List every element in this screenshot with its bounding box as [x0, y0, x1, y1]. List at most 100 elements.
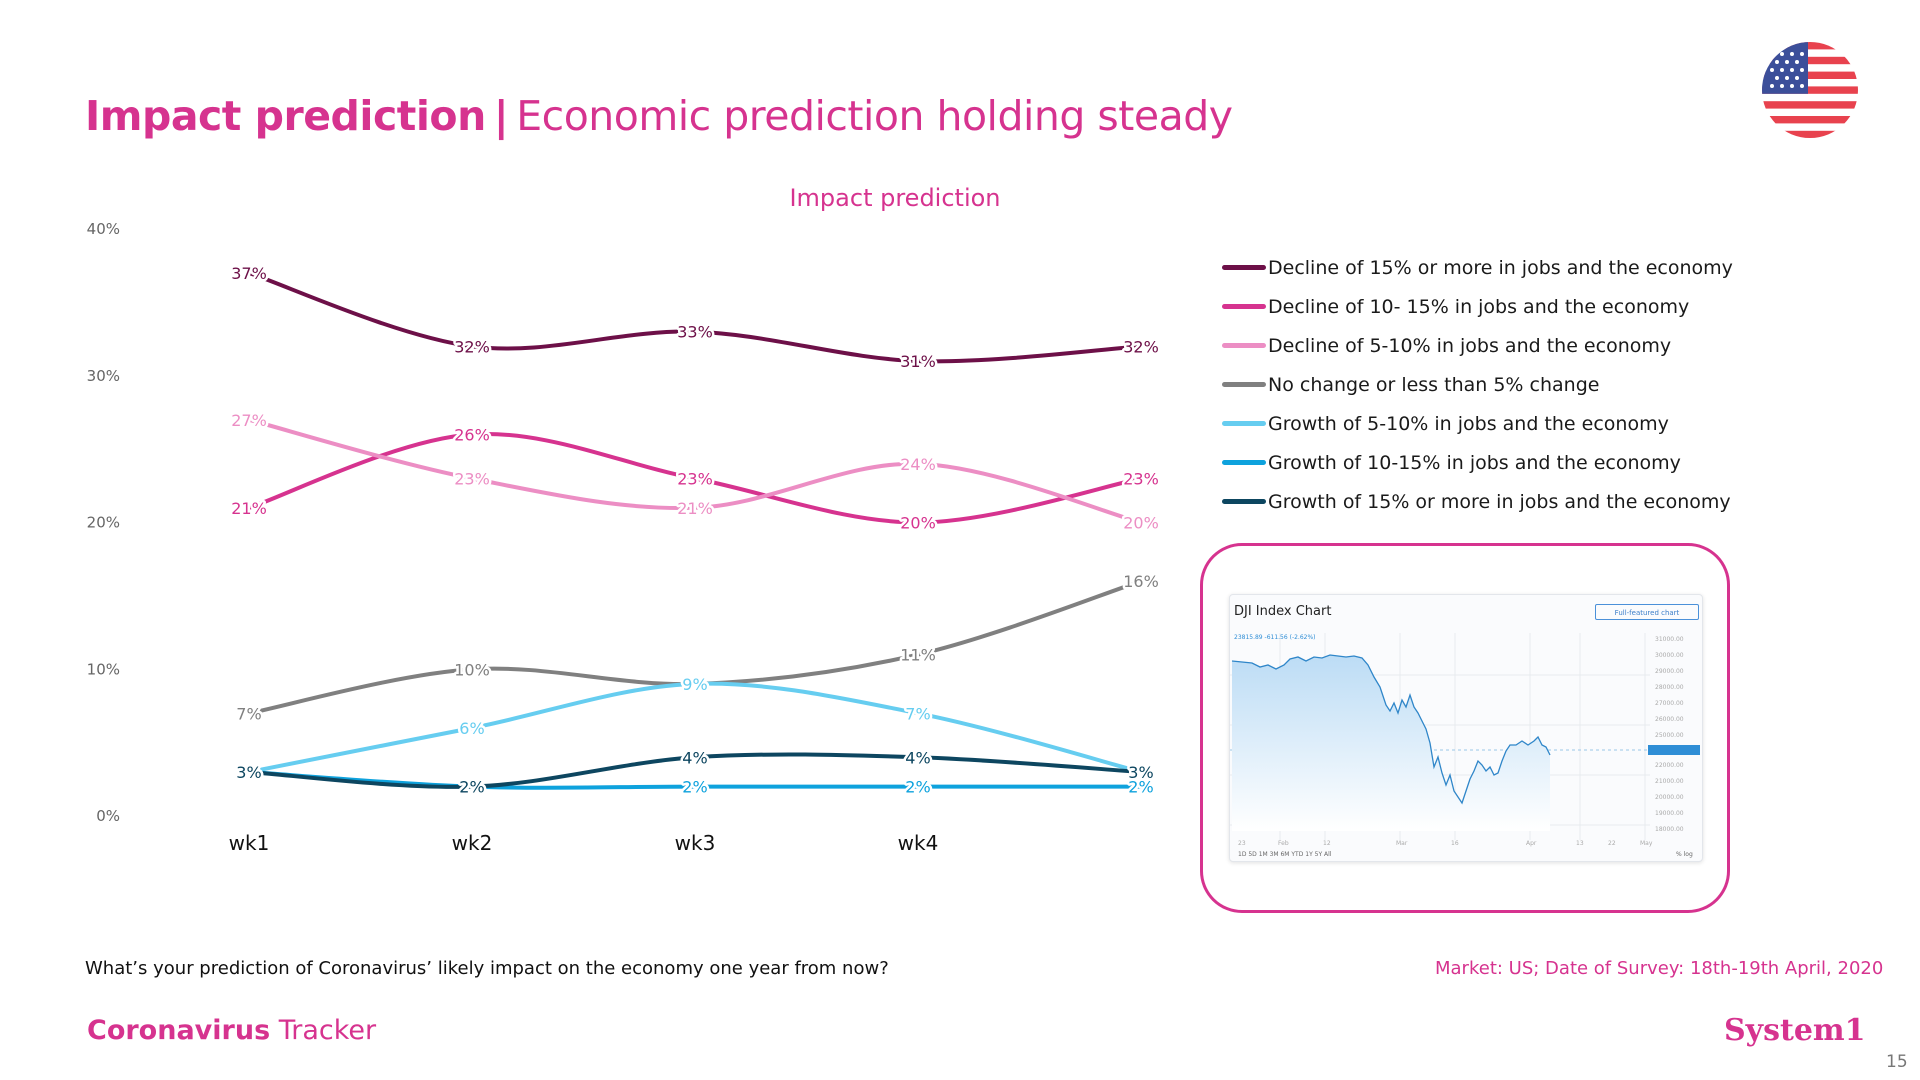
series-line-2 — [247, 431, 1143, 525]
legend-label: Decline of 10- 15% in jobs and the econo… — [1268, 295, 1690, 318]
legend-item: Decline of 10- 15% in jobs and the econo… — [1222, 287, 1733, 326]
svg-text:12: 12 — [1323, 840, 1331, 847]
data-label: 9% — [682, 675, 707, 694]
y-tick-label: 20% — [87, 514, 120, 532]
survey-question: What’s your prediction of Coronavirus’ l… — [85, 958, 889, 979]
market-info: Market: US; Date of Survey: 18th-19th Ap… — [1435, 958, 1884, 979]
svg-text:28000.00: 28000.00 — [1655, 684, 1684, 691]
data-label: 2% — [459, 778, 484, 797]
svg-text:25000.00: 25000.00 — [1655, 732, 1684, 739]
data-label: 2% — [905, 778, 930, 797]
data-label: 3% — [1128, 763, 1153, 782]
x-tick-label: wk4 — [898, 831, 939, 855]
data-label: 2% — [682, 778, 707, 797]
x-tick-label: wk3 — [675, 831, 716, 855]
legend-swatch — [1222, 265, 1266, 270]
data-label: 23% — [1123, 469, 1159, 488]
data-label: 4% — [682, 748, 707, 767]
data-label: 7% — [236, 704, 261, 723]
data-label: 3% — [236, 763, 261, 782]
legend-item: Growth of 10-15% in jobs and the economy — [1222, 443, 1733, 482]
x-tick-label: wk2 — [452, 831, 493, 855]
data-label: 3% — [1128, 763, 1153, 782]
title-rest: Economic prediction holding steady — [516, 92, 1233, 140]
coronavirus-tracker-brand: Coronavirus Tracker — [87, 1015, 376, 1046]
data-label: 2% — [1128, 778, 1153, 797]
data-label: 32% — [1123, 337, 1159, 356]
legend-item: Decline of 15% or more in jobs and the e… — [1222, 248, 1733, 287]
svg-text:22: 22 — [1608, 840, 1616, 847]
legend-item: No change or less than 5% change — [1222, 365, 1733, 404]
y-tick-label: 0% — [96, 807, 120, 825]
svg-text:21000.00: 21000.00 — [1655, 778, 1684, 785]
y-axis: 0% 10% 20% 30% 40% — [87, 220, 120, 825]
dji-chart-card: DJI Index Chart Full-featured chart — [1229, 594, 1703, 862]
system1-logo: System1 — [1724, 1013, 1866, 1048]
x-axis: wk1 wk2 wk3 wk4 — [229, 831, 939, 855]
data-label: 24% — [900, 455, 936, 474]
data-labels: 37% 32% 33% 31% 32% 21% 26% 23% 20% 23% 27% 23% 21% 2… — [229, 262, 1162, 800]
data-label: 9% — [682, 675, 707, 694]
chart-title: Impact prediction — [789, 184, 1000, 212]
svg-text:1D 5D 1M 3M 6M YTD 1Y 5: 1D 5D 1M 3M 6M YTD 1Y 5Y All — [1238, 851, 1332, 858]
svg-text:26000.00: 26000.00 — [1655, 716, 1684, 723]
data-label: 6% — [459, 719, 484, 738]
data-label: 27% — [231, 411, 267, 430]
dji-chart-frame: DJI Index Chart Full-featured chart — [1200, 543, 1730, 913]
svg-text:27000.00: 27000.00 — [1655, 700, 1684, 707]
data-label: 3% — [236, 763, 261, 782]
legend-swatch — [1222, 460, 1266, 465]
legend-label: Growth of 15% or more in jobs and the ec… — [1268, 490, 1731, 513]
us-flag-icon — [1762, 42, 1858, 138]
series-line-3 — [247, 417, 1143, 525]
data-label: 10% — [454, 660, 490, 679]
data-label: 26% — [454, 425, 490, 444]
svg-text:May: May — [1640, 840, 1653, 847]
full-featured-chart-button[interactable]: Full-featured chart — [1595, 604, 1699, 620]
dji-index-line-icon: 23815.89 -611.56 (-2.62%) 31000.00 30000.… — [1230, 633, 1700, 858]
data-label: 4% — [905, 748, 930, 767]
data-label: 32% — [454, 337, 490, 356]
data-label: 7% — [905, 704, 930, 723]
data-label: 31% — [900, 352, 936, 371]
title-bold: Impact prediction — [85, 92, 486, 140]
svg-text:Feb: Feb — [1278, 840, 1289, 847]
legend-label: Growth of 5-10% in jobs and the economy — [1268, 412, 1669, 435]
legend-item: Growth of 15% or more in jobs and the ec… — [1222, 482, 1733, 521]
svg-text:% log: % log — [1676, 851, 1693, 858]
legend-label: Growth of 10-15% in jobs and the economy — [1268, 451, 1681, 474]
data-label: 23% — [454, 469, 490, 488]
legend-label: No change or less than 5% change — [1268, 373, 1600, 396]
legend-swatch — [1222, 499, 1266, 504]
y-tick-label: 10% — [87, 660, 120, 678]
dji-chart-title: DJI Index Chart — [1234, 604, 1332, 619]
svg-text:20000.00: 20000.00 — [1655, 794, 1684, 801]
data-label: 20% — [1123, 514, 1159, 533]
svg-text:23: 23 — [1238, 840, 1246, 847]
brand-bold: Coronavirus — [87, 1015, 271, 1046]
series-line-6 — [247, 769, 1143, 790]
page-number: 15 — [1886, 1052, 1908, 1072]
legend-item: Growth of 5-10% in jobs and the economy — [1222, 404, 1733, 443]
legend-swatch — [1222, 343, 1266, 348]
legend-label: Decline of 5-10% in jobs and the economy — [1268, 334, 1672, 357]
data-label: 3% — [236, 763, 261, 782]
data-label: 21% — [677, 499, 713, 518]
svg-text:Apr: Apr — [1526, 840, 1537, 847]
svg-text:31000.00: 31000.00 — [1655, 636, 1684, 643]
svg-text:23815.89 -611.56 (-2.62%): 23815.89 -611.56 (-2.62%) — [1234, 634, 1316, 641]
x-tick-label: wk1 — [229, 831, 270, 855]
svg-text:16: 16 — [1451, 840, 1459, 847]
y-tick-label: 30% — [87, 367, 120, 385]
legend-swatch — [1222, 421, 1266, 426]
data-label: 20% — [900, 514, 936, 533]
data-label: 33% — [677, 323, 713, 342]
page-title: Impact prediction | Economic prediction ho… — [85, 92, 1233, 140]
series-line-7 — [247, 752, 1143, 789]
svg-text:13: 13 — [1576, 840, 1584, 847]
data-label: 16% — [1123, 572, 1159, 591]
svg-text:Mar: Mar — [1396, 840, 1408, 847]
chart-legend: Decline of 15% or more in jobs and the e… — [1222, 248, 1733, 521]
data-label: 21% — [231, 499, 267, 518]
